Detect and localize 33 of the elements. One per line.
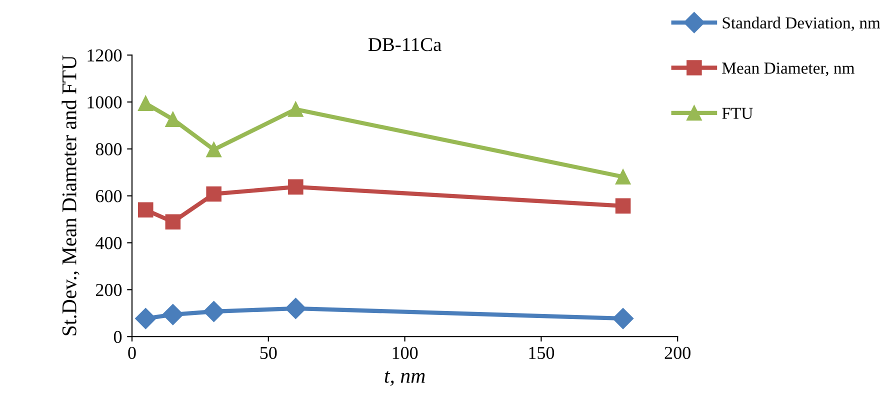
point: [612, 308, 634, 330]
point: [165, 214, 181, 230]
legend-label: FTU: [722, 108, 753, 119]
legend-label: Standard Deviation, nm: [722, 16, 880, 31]
x-axis-title: t, nm: [384, 370, 425, 386]
x-tick-label: 100: [392, 346, 418, 360]
y-tick-label: 400: [96, 237, 122, 250]
point: [165, 112, 181, 127]
x-tick-label: 150: [529, 346, 554, 360]
point: [135, 308, 156, 330]
point: [288, 179, 304, 195]
point: [162, 304, 184, 326]
x-tick-label: 50: [260, 346, 277, 360]
point: [138, 96, 154, 112]
point: [206, 142, 222, 158]
legend-label: Mean Diameter, nm: [722, 62, 855, 76]
point: [138, 202, 154, 218]
chart-title: DB-11Ca: [368, 38, 442, 52]
y-axis-title: St.Dev., Mean Diameter and FTU: [62, 55, 80, 336]
point: [615, 198, 631, 214]
point: [203, 300, 224, 322]
point: [288, 102, 304, 117]
y-tick-label: 1000: [88, 96, 122, 108]
x-tick-label: 0: [128, 346, 136, 360]
y-tick-label: 600: [96, 190, 122, 202]
point: [615, 169, 631, 184]
y-tick-label: 800: [96, 143, 122, 156]
point: [206, 186, 222, 202]
y-tick-label: 0: [114, 330, 122, 344]
y-tick-label: 1200: [88, 49, 122, 62]
point: [285, 298, 306, 319]
x-tick-label: 200: [664, 346, 690, 360]
y-tick-label: 200: [96, 284, 122, 296]
